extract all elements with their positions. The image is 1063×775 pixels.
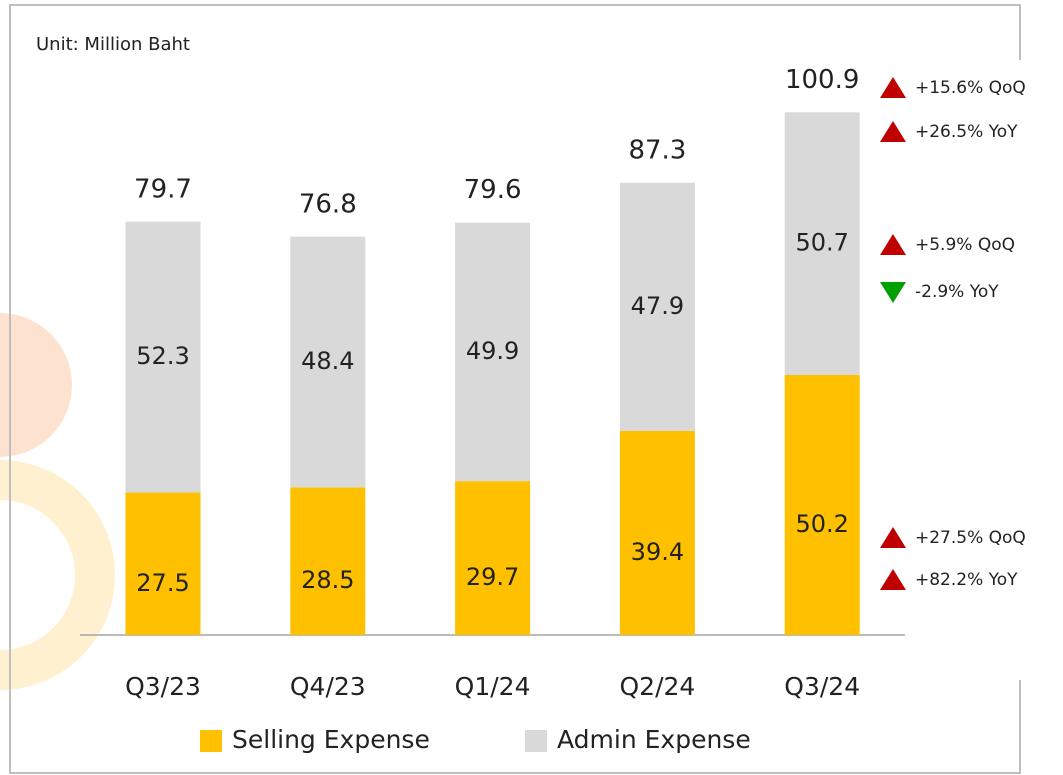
bar-segment	[290, 236, 366, 488]
value-label: 28.5	[301, 566, 354, 594]
decoration	[0, 460, 115, 690]
total-label: 100.9	[785, 65, 859, 95]
value-label: 27.5	[136, 569, 189, 597]
annotation: +27.5% QoQ	[915, 528, 1026, 548]
total-label: 79.6	[464, 175, 522, 205]
value-label: 29.7	[466, 563, 519, 591]
value-label: 52.3	[136, 342, 189, 370]
annotation: +15.6% QoQ	[915, 78, 1026, 98]
total-label: 76.8	[299, 190, 357, 220]
annotation: +82.2% YoY	[915, 570, 1018, 590]
bar-segment	[290, 487, 366, 635]
x-tick-label: Q3/23	[125, 672, 201, 701]
bar-segment	[125, 221, 201, 493]
value-label: 47.9	[631, 292, 684, 320]
total-label: 79.7	[134, 175, 192, 205]
value-label: 39.4	[631, 538, 684, 566]
bar-segment	[784, 374, 860, 635]
bar-segment	[619, 430, 695, 635]
bar-segment	[455, 481, 531, 635]
decoration	[0, 313, 72, 457]
value-label: 48.4	[301, 347, 354, 375]
annotation: +26.5% YoY	[915, 122, 1018, 142]
bar-segment	[455, 222, 531, 482]
trend-marker	[880, 282, 906, 303]
total-label: 87.3	[628, 135, 686, 165]
x-tick-label: Q3/24	[784, 672, 860, 701]
legend-label: Admin Expense	[557, 725, 751, 754]
x-tick-label: Q1/24	[455, 672, 531, 701]
legend-swatch	[525, 730, 547, 752]
bar-segment	[619, 182, 695, 431]
annotation: -2.9% YoY	[915, 282, 999, 302]
trend-marker	[880, 77, 906, 98]
value-label: 49.9	[466, 337, 519, 365]
annotation: +5.9% QoQ	[915, 235, 1015, 255]
trend-marker	[880, 234, 906, 255]
trend-marker	[880, 121, 906, 142]
legend-label: Selling Expense	[232, 725, 430, 754]
bar-segment	[784, 112, 860, 375]
x-tick-label: Q4/23	[290, 672, 366, 701]
legend-swatch	[200, 730, 222, 752]
trend-marker	[880, 569, 906, 590]
value-label: 50.7	[795, 229, 848, 257]
value-label: 50.2	[795, 510, 848, 538]
trend-marker	[880, 527, 906, 548]
x-tick-label: Q2/24	[619, 672, 695, 701]
unit-label: Unit: Million Baht	[36, 34, 190, 55]
bar-segment	[125, 492, 201, 635]
